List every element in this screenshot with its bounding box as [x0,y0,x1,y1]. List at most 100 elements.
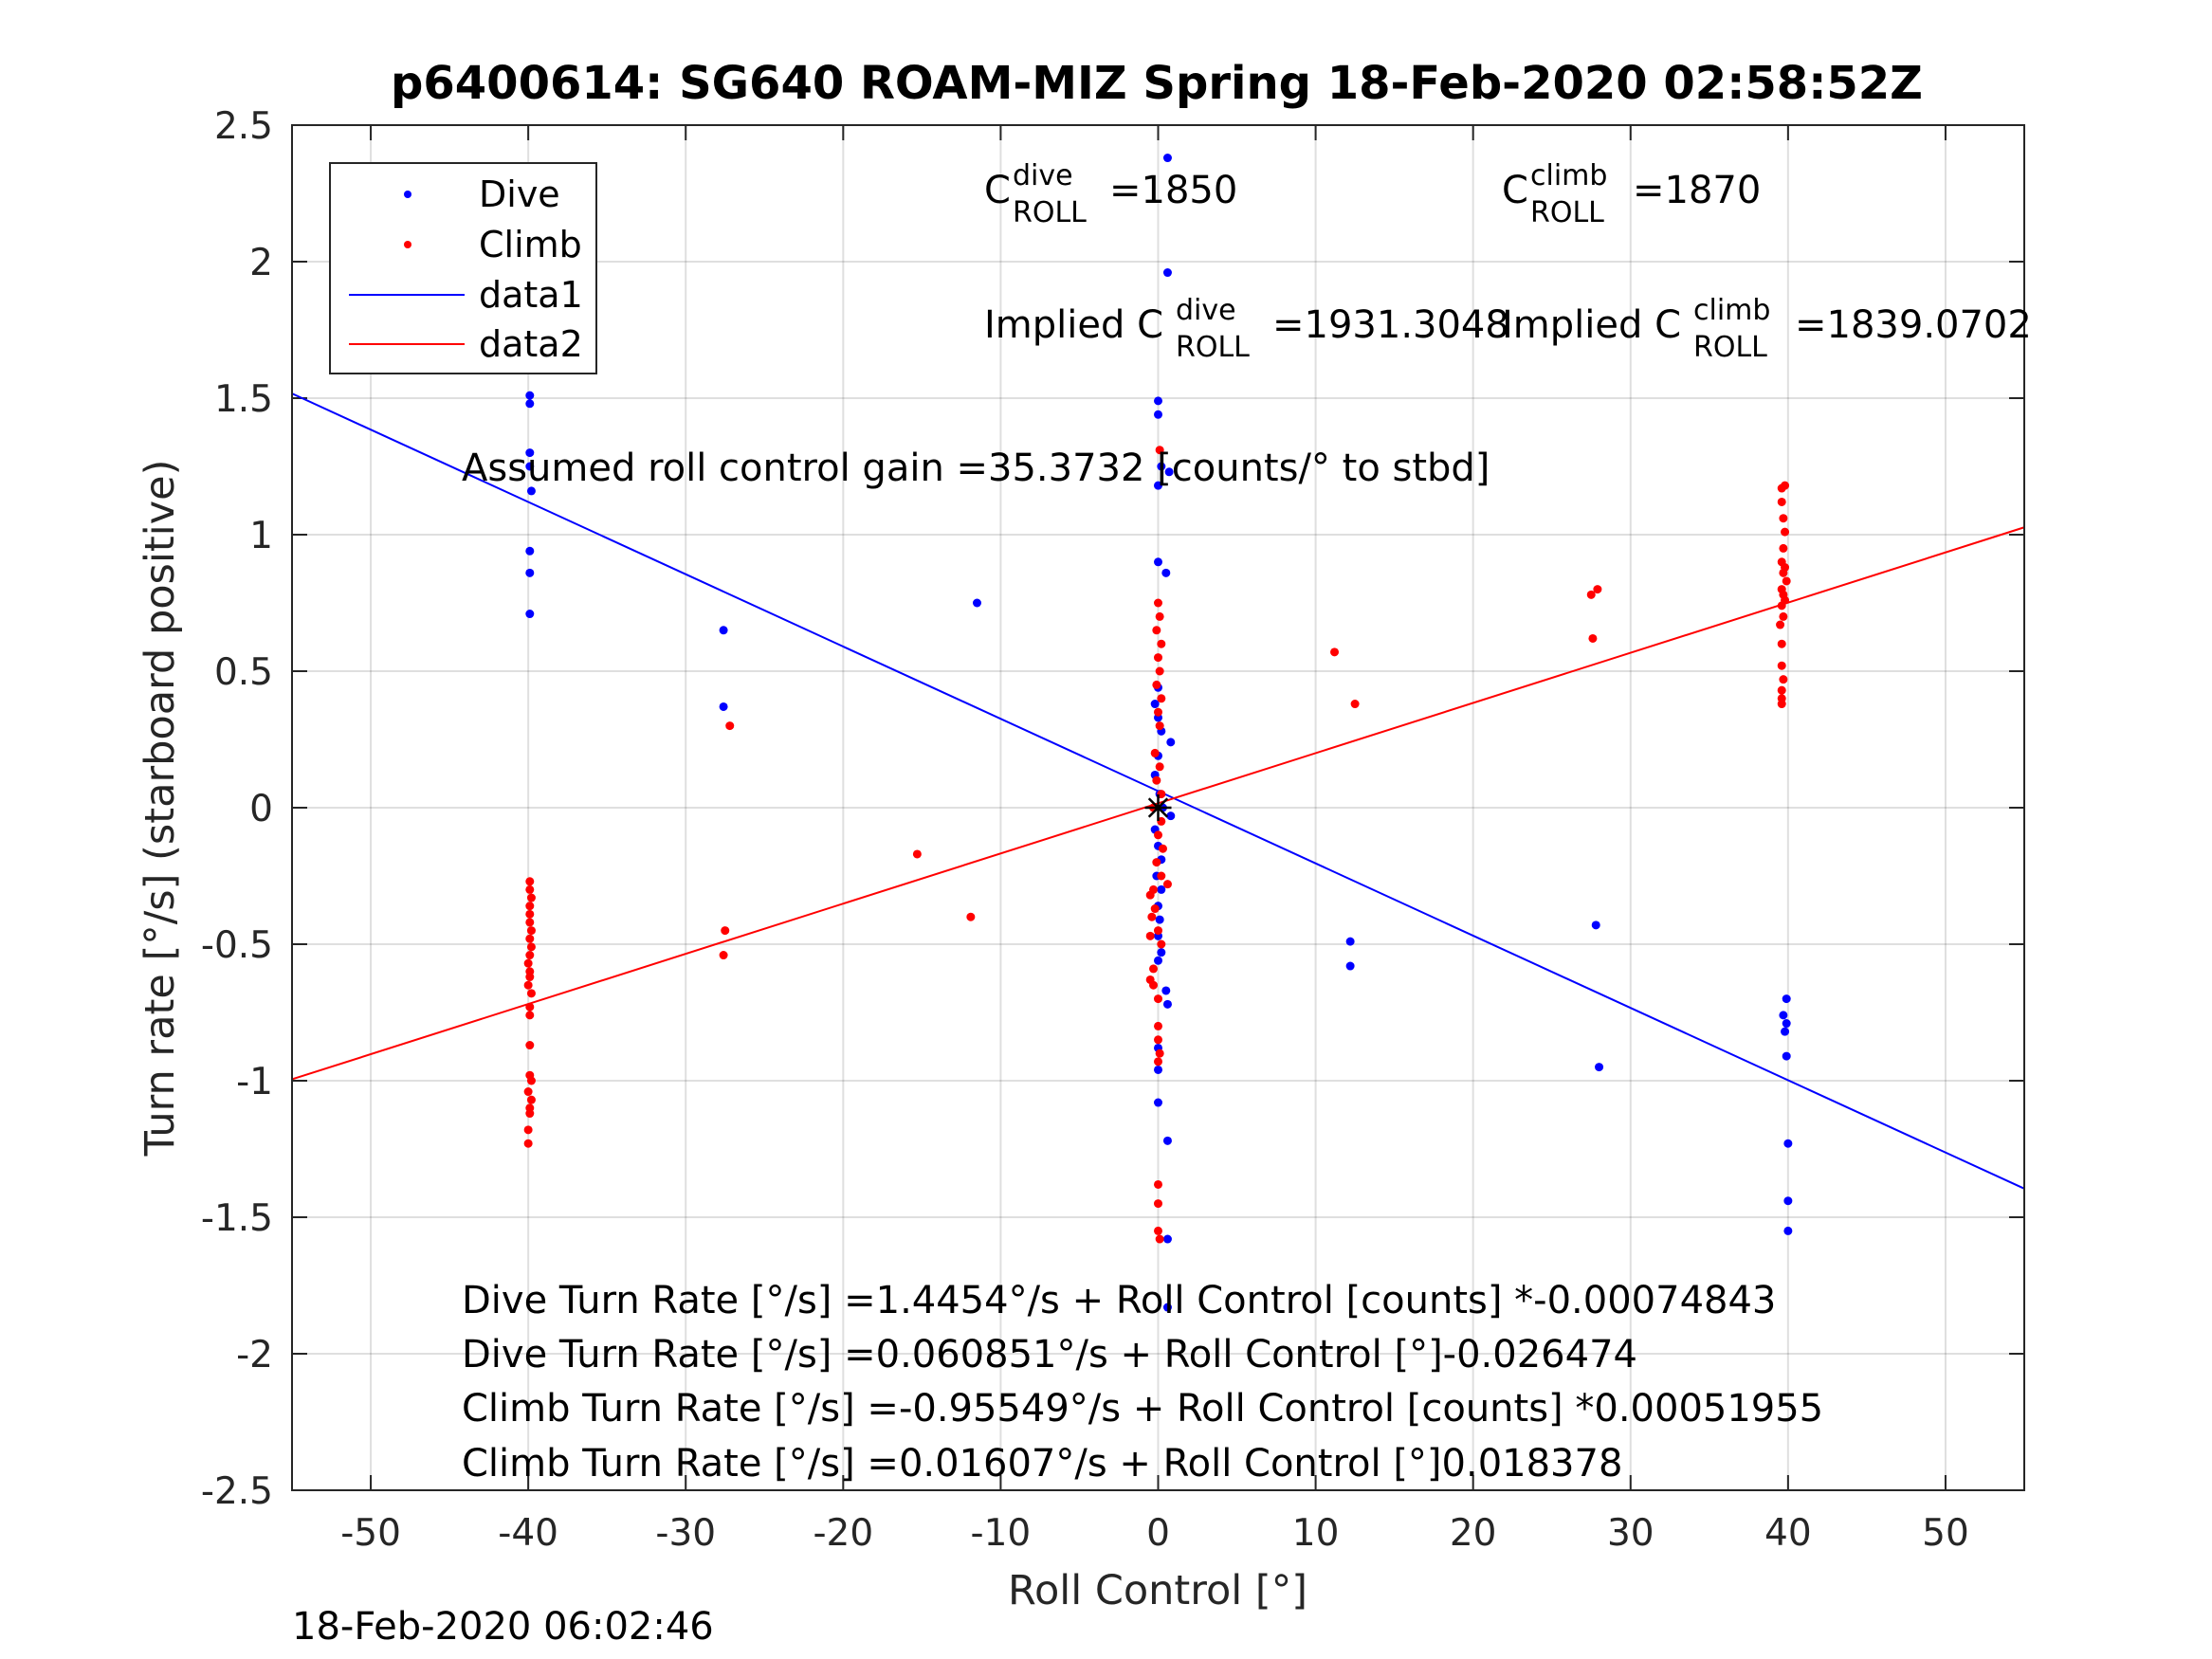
climb-point [1777,483,1786,493]
y-tick-label: 0.5 [214,651,273,694]
c-dive-sub: ROLL [1013,196,1087,229]
implied-climb-base: Implied C [1502,303,1681,347]
y-tick-label: -1.5 [201,1197,273,1240]
climb-point [525,951,535,960]
climb-point [1154,707,1162,717]
climb-point [912,849,922,859]
x-tick-label: -50 [340,1512,401,1555]
climb-point [1147,912,1157,921]
climb-point [1779,568,1788,577]
dive-point [1150,700,1160,709]
climb-point [1586,590,1596,599]
dive-point [1154,481,1162,490]
y-tick-label: 1 [249,515,273,557]
dive-point [1157,948,1166,957]
data-points [523,154,1793,1312]
climb-point [1154,1021,1162,1030]
climb-point [1149,964,1159,974]
x-tick-label: -20 [813,1512,873,1555]
x-tick-label: 10 [1292,1512,1340,1555]
dive-point [525,568,535,577]
climb-point [525,1041,535,1050]
x-axis-label: Roll Control [°] [1008,1567,1307,1614]
implied-climb-sub: ROLL [1693,331,1767,364]
climb-point [1154,1226,1162,1235]
dive-point [525,610,535,619]
climb-point [1154,1057,1162,1066]
climb-point [1157,694,1166,703]
y-tick-label: -2 [236,1334,273,1376]
dive-point [525,399,535,409]
climb-point [523,1087,533,1097]
x-tick-label: 50 [1922,1512,1969,1555]
y-tick-label: -1 [236,1061,273,1103]
c-dive-value: =1850 [1109,169,1237,212]
climb-point [1152,858,1161,867]
climb-point [1162,880,1172,889]
climb-point [525,877,535,886]
chart-title: p6400614: SG640 ROAM-MIZ Spring 18-Feb-2… [391,57,1923,110]
dive-point [1781,1027,1790,1036]
y-axis-label: Turn rate [°/s] (starboard positive) [137,460,184,1158]
climb-point [525,918,535,927]
dive-point [1154,557,1162,567]
dive-point [1154,956,1162,965]
y-tick-label: -0.5 [201,924,273,967]
climb-point [1777,601,1786,611]
climb-point [1777,700,1786,709]
dive-point [1779,1011,1788,1020]
dive-point [1154,410,1162,419]
climb-point [1158,844,1167,853]
dive-point [1162,1234,1172,1244]
dive-point [1345,961,1355,971]
dive-point [1157,462,1166,471]
climb-point [1781,527,1790,537]
dive-point [1783,1196,1793,1206]
dive-point [1155,915,1164,924]
dive-point [1345,937,1355,946]
climb-point [1779,611,1788,621]
climb-point [1350,700,1360,709]
x-tick-label: 40 [1764,1512,1812,1555]
climb-point [1777,497,1786,506]
y-tick-label: -2.5 [201,1470,273,1513]
annotation-c-dive: C dive ROLL =1850 [984,159,1237,229]
climb-point [1157,871,1166,881]
dive-point [525,391,535,400]
timestamp: 18-Feb-2020 06:02:46 [292,1605,714,1649]
y-tick-label: 0 [249,788,273,830]
climb-point [1779,675,1788,684]
dive-point [1154,1098,1162,1107]
annotation-implied-climb: Implied C climb ROLL =1839.0702 [1502,294,2032,364]
annotation-implied-dive: Implied C dive ROLL =1931.3048 [984,294,1509,364]
dive-point [719,626,728,635]
c-climb-sup: climb [1530,159,1607,192]
dive-point [1783,1226,1793,1235]
c-climb-base: C [1502,169,1528,212]
dive-point [1162,154,1172,163]
y-tick-label: 2.5 [214,105,273,148]
dive-point [1166,811,1176,821]
x-tick-label: 0 [1146,1512,1170,1555]
implied-dive-base: Implied C [984,303,1163,347]
climb-point [523,980,533,990]
dive-point [1164,467,1174,477]
climb-point [1330,647,1340,657]
equation-climb-degrees: Climb Turn Rate [°/s] =0.01607°/s + Roll… [462,1442,1622,1486]
annotation-c-climb: C climb ROLL =1870 [1502,159,1761,229]
climb-point [526,1095,536,1104]
equation-dive-degrees: Dive Turn Rate [°/s] =0.060851°/s + Roll… [462,1333,1637,1376]
climb-point [1155,611,1164,621]
climb-point [1154,994,1162,1004]
climb-point [1593,585,1602,594]
implied-climb-sup: climb [1693,294,1770,327]
climb-point [525,1011,535,1020]
climb-point [1150,748,1160,757]
climb-point [719,951,728,960]
climb-point [1776,620,1785,629]
climb-point [1155,762,1164,772]
dive-point [526,486,536,496]
climb-point [526,893,536,902]
implied-dive-sup: dive [1176,294,1236,327]
